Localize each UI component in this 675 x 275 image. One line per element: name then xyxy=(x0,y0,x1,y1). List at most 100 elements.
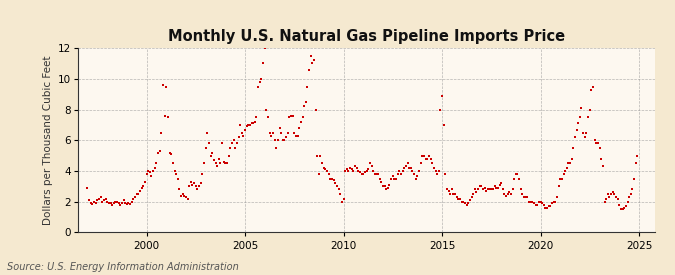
Point xyxy=(305,54,316,58)
Point xyxy=(313,172,324,176)
Point xyxy=(358,172,369,176)
Point xyxy=(491,186,502,190)
Point xyxy=(113,201,124,205)
Point xyxy=(275,130,286,135)
Point xyxy=(381,187,392,192)
Point xyxy=(487,187,498,192)
Point xyxy=(614,202,624,207)
Point xyxy=(389,177,400,181)
Point xyxy=(184,184,194,189)
Point xyxy=(456,199,467,204)
Point xyxy=(571,127,582,132)
Text: Source: U.S. Energy Information Administration: Source: U.S. Energy Information Administ… xyxy=(7,262,238,272)
Point xyxy=(464,198,475,202)
Point xyxy=(340,169,350,173)
Point xyxy=(432,172,443,176)
Point xyxy=(371,172,382,176)
Point xyxy=(288,114,298,118)
Point xyxy=(589,138,600,142)
Point xyxy=(236,130,247,135)
Point xyxy=(499,192,510,196)
Point xyxy=(319,166,329,170)
Point xyxy=(136,186,147,190)
Point xyxy=(471,190,482,195)
Point xyxy=(111,199,122,204)
Point xyxy=(102,199,113,204)
Point xyxy=(333,187,344,192)
Point xyxy=(142,169,153,173)
Point xyxy=(562,166,572,170)
Point xyxy=(563,161,574,166)
Point xyxy=(233,135,244,139)
Point xyxy=(241,124,252,129)
Point xyxy=(386,177,397,181)
Point xyxy=(507,187,518,192)
Point xyxy=(330,181,341,185)
Point xyxy=(122,202,132,206)
Point xyxy=(585,107,595,112)
Point xyxy=(517,192,528,196)
Point xyxy=(182,196,193,201)
Point xyxy=(554,184,564,189)
Point xyxy=(429,166,439,170)
Point xyxy=(461,202,472,207)
Point xyxy=(361,169,372,173)
Point xyxy=(294,126,304,130)
Point xyxy=(299,104,310,109)
Point xyxy=(207,150,217,155)
Point xyxy=(348,169,359,173)
Point xyxy=(603,192,614,196)
Point xyxy=(282,130,293,135)
Point xyxy=(87,202,98,206)
Point xyxy=(149,166,160,170)
Point xyxy=(120,201,131,205)
Point xyxy=(468,192,479,196)
Point xyxy=(425,156,436,161)
Point xyxy=(271,146,281,150)
Point xyxy=(616,207,626,211)
Point xyxy=(202,130,213,135)
Point xyxy=(510,172,521,176)
Point xyxy=(198,161,209,166)
Point xyxy=(246,121,257,126)
Point xyxy=(217,141,227,145)
Point xyxy=(105,201,116,205)
Point xyxy=(100,196,111,201)
Point xyxy=(622,199,633,204)
Point xyxy=(328,178,339,182)
Point xyxy=(384,183,395,187)
Point xyxy=(192,187,202,192)
Point xyxy=(125,202,136,206)
Point xyxy=(427,161,437,166)
Y-axis label: Dollars per Thousand Cubic Feet: Dollars per Thousand Cubic Feet xyxy=(43,56,53,225)
Point xyxy=(532,202,543,207)
Point xyxy=(250,120,261,124)
Point xyxy=(356,172,367,176)
Point xyxy=(475,184,485,189)
Point xyxy=(161,84,171,89)
Point xyxy=(296,120,306,124)
Point xyxy=(533,199,544,204)
Point xyxy=(522,195,533,199)
Point xyxy=(351,166,362,170)
Point xyxy=(387,173,398,178)
Point xyxy=(327,177,338,181)
Point xyxy=(529,201,539,205)
Point xyxy=(126,199,137,204)
Point xyxy=(423,153,434,158)
Point xyxy=(502,192,513,196)
Point xyxy=(115,202,126,207)
Point xyxy=(164,150,175,155)
Point xyxy=(458,199,468,204)
Point xyxy=(530,202,541,207)
Point xyxy=(315,153,326,158)
Point xyxy=(435,107,446,112)
Point xyxy=(383,186,394,190)
Point xyxy=(476,184,487,189)
Point xyxy=(307,61,318,66)
Point xyxy=(446,187,457,192)
Point xyxy=(325,177,335,181)
Point xyxy=(204,141,215,145)
Point xyxy=(132,192,142,196)
Point xyxy=(90,201,101,205)
